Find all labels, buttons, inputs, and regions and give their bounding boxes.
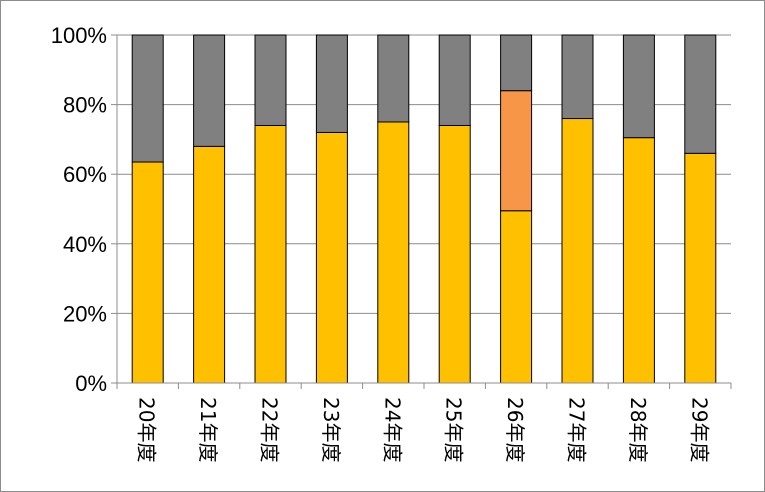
bar-segment (500, 34, 533, 92)
category-label: 28年度 (626, 397, 650, 462)
y-tick-labels: 0% 20% 40% 60% 80% 100% (51, 23, 107, 396)
axes (111, 34, 732, 389)
bar-segment (377, 34, 410, 123)
y-tick-label: 60% (63, 162, 107, 187)
bar-segment (315, 131, 348, 384)
category-label: 21年度 (196, 397, 220, 462)
bar-segment (315, 34, 348, 133)
bar-segment (254, 124, 287, 384)
bar-segment (131, 34, 164, 163)
category-label: 23年度 (319, 397, 343, 462)
bar-segment (131, 161, 164, 384)
bar-segment (193, 34, 226, 147)
category-label: 25年度 (442, 397, 466, 462)
y-tick-label: 40% (63, 232, 107, 257)
bar-segment (561, 34, 594, 120)
category-label: 26年度 (503, 397, 527, 462)
bar-segment (254, 34, 287, 126)
category-label: 20年度 (135, 397, 159, 462)
bar-segment (500, 90, 533, 212)
y-tick-label: 0% (75, 371, 107, 396)
bar-segment (438, 34, 471, 126)
bar-segment (561, 118, 594, 384)
bars (131, 34, 717, 384)
bar-segment (500, 210, 533, 384)
category-label: 29年度 (687, 397, 711, 462)
category-label: 22年度 (258, 397, 282, 462)
y-tick-label: 100% (51, 23, 107, 48)
bar-segment (377, 121, 410, 384)
category-label: 24年度 (380, 397, 404, 462)
bar-segment (622, 137, 655, 384)
bar-segment (193, 145, 226, 384)
bar-segment (438, 124, 471, 384)
category-labels: 20年度 21年度 22年度 23年度 24年度 25年度 26年度 27年度 28年度 29年度 (135, 397, 712, 462)
bar-segment (684, 34, 717, 154)
bar-segment (684, 152, 717, 384)
bar-segment (622, 34, 655, 139)
y-tick-label: 20% (63, 301, 107, 326)
y-tick-label: 80% (63, 93, 107, 118)
category-label: 27年度 (565, 397, 589, 462)
